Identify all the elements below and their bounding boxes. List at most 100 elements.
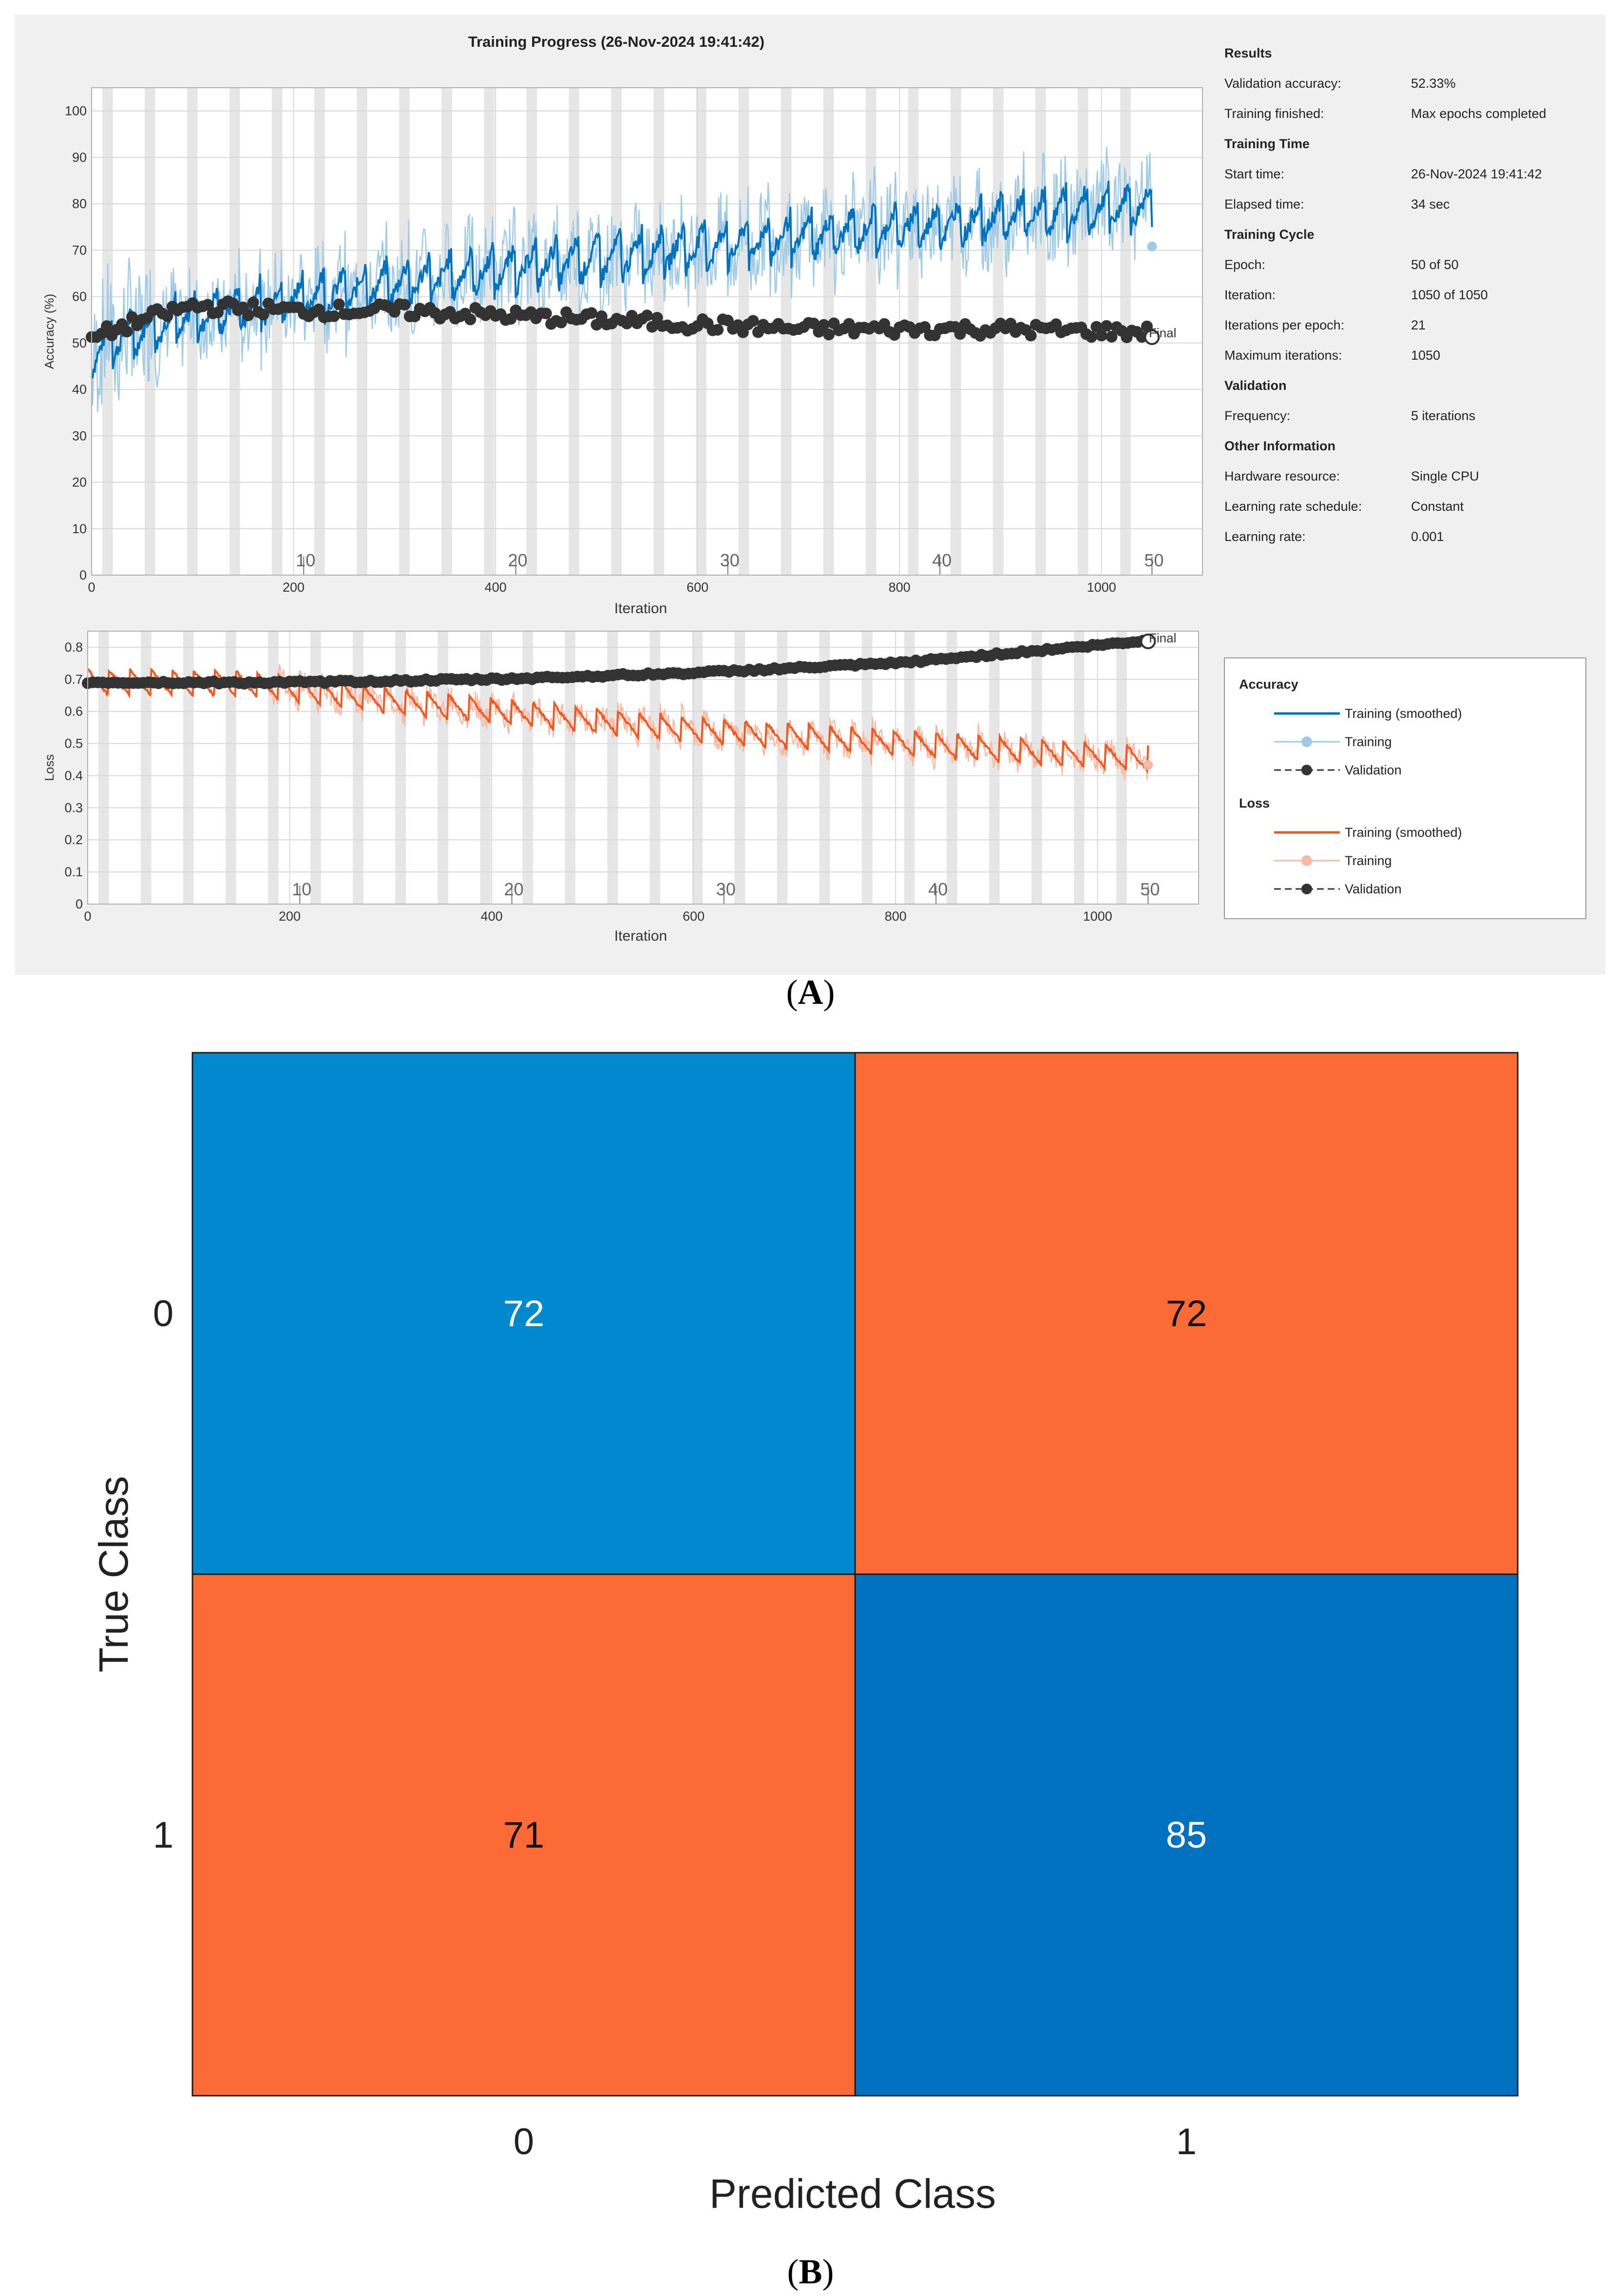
epoch-label: 20 xyxy=(504,879,524,899)
epoch-band xyxy=(649,631,661,904)
validation-point xyxy=(1106,330,1118,343)
validation-point xyxy=(747,315,759,327)
validation-point xyxy=(712,324,724,336)
validation-point xyxy=(202,299,214,311)
info-label: Frequency: xyxy=(1224,408,1290,423)
legend-marker xyxy=(1301,765,1312,775)
info-value: 26-Nov-2024 19:41:42 xyxy=(1411,167,1542,181)
y-tick-label: 0.4 xyxy=(64,768,83,783)
info-label: Iteration: xyxy=(1224,288,1276,302)
y-tick-label: 0.6 xyxy=(64,704,83,719)
cm-cell xyxy=(191,1052,856,1575)
x-tick-label: 0 xyxy=(88,580,95,595)
validation-point xyxy=(591,319,603,331)
epoch-label: 40 xyxy=(928,879,948,899)
epoch-band xyxy=(357,88,367,575)
cm-cell xyxy=(854,1052,1519,1575)
y-tick-label: 20 xyxy=(72,475,87,490)
epoch-band xyxy=(438,631,448,904)
y-tick-label: 0.3 xyxy=(64,800,83,815)
validation-point xyxy=(333,298,345,310)
loss-x-axis-label: Iteration xyxy=(614,928,667,944)
x-tick-label: 0 xyxy=(84,909,91,924)
info-label: Training finished: xyxy=(1224,106,1324,121)
legend-entry-label: Validation xyxy=(1345,882,1402,896)
y-tick-label: 40 xyxy=(72,382,87,397)
y-tick-label: 10 xyxy=(72,521,87,536)
info-value: 0.001 xyxy=(1411,529,1444,544)
info-label: Elapsed time: xyxy=(1224,197,1304,212)
validation-point xyxy=(1005,318,1017,329)
y-tick-label: 0 xyxy=(76,897,83,911)
validation-point xyxy=(823,328,835,341)
x-tick-label: 1000 xyxy=(1087,580,1116,595)
cm-row-label: 1 xyxy=(153,1814,173,1856)
epoch-label: 30 xyxy=(720,550,740,570)
epoch-band xyxy=(526,88,537,575)
info-value: 34 sec xyxy=(1411,197,1450,212)
epoch-band xyxy=(353,631,363,904)
x-tick-label: 400 xyxy=(485,580,507,595)
info-value: Single CPU xyxy=(1411,469,1479,483)
y-tick-label: 50 xyxy=(72,336,87,350)
info-section-title: Results xyxy=(1224,46,1272,60)
x-tick-label: 1000 xyxy=(1083,909,1112,924)
info-label: Epoch: xyxy=(1224,257,1265,272)
validation-point xyxy=(399,299,411,311)
validation-point xyxy=(242,309,254,322)
epoch-band xyxy=(989,631,1000,904)
epoch-band xyxy=(229,88,240,575)
caption-b-letter: B xyxy=(799,2252,822,2291)
y-tick-label: 0.5 xyxy=(64,736,83,751)
y-tick-label: 90 xyxy=(72,150,87,165)
legend-entry-label: Validation xyxy=(1345,763,1402,777)
cm-cell xyxy=(191,1573,856,2097)
validation-point xyxy=(1095,329,1107,342)
loss-final-label: Final xyxy=(1149,631,1176,645)
validation-point xyxy=(818,319,830,331)
info-label: Validation accuracy: xyxy=(1224,76,1341,91)
validation-point xyxy=(247,296,259,309)
caption-b: (B) xyxy=(787,2252,834,2291)
epoch-label: 20 xyxy=(508,550,528,570)
info-value: 52.33% xyxy=(1411,76,1456,91)
training-end-marker xyxy=(1143,760,1153,770)
epoch-band xyxy=(183,631,194,904)
cm-cell-value: 72 xyxy=(503,1293,545,1334)
epoch-band xyxy=(395,631,406,904)
epoch-band xyxy=(692,631,703,904)
info-label: Start time: xyxy=(1224,167,1284,181)
y-tick-label: 80 xyxy=(72,196,87,211)
y-tick-label: 30 xyxy=(72,428,87,443)
epoch-band xyxy=(696,88,707,575)
cm-cell-value: 72 xyxy=(1166,1293,1207,1334)
epoch-band xyxy=(819,631,830,904)
validation-point xyxy=(540,308,552,320)
info-label: Maximum iterations: xyxy=(1224,348,1342,363)
legend-entry-label: Training xyxy=(1345,853,1392,868)
epoch-label: 40 xyxy=(932,550,952,570)
x-tick-label: 600 xyxy=(683,909,705,924)
legend-entry-label: Training (smoothed) xyxy=(1345,825,1462,840)
cm-col-label: 0 xyxy=(514,2121,534,2162)
training-progress-figure: Training Progress (26-Nov-2024 19:41:42)… xyxy=(42,33,1586,944)
legend-marker xyxy=(1301,884,1312,894)
validation-point xyxy=(1025,329,1037,342)
x-tick-label: 200 xyxy=(283,580,305,595)
x-tick-label: 800 xyxy=(885,909,907,924)
validation-point xyxy=(257,309,269,321)
x-tick-label: 200 xyxy=(279,909,301,924)
info-value: 1050 xyxy=(1411,348,1440,363)
epoch-band xyxy=(522,631,534,904)
info-section-title: Other Information xyxy=(1224,439,1335,453)
info-label: Iterations per epoch: xyxy=(1224,318,1344,332)
info-value: Max epochs completed xyxy=(1411,106,1546,121)
epoch-band xyxy=(946,631,957,904)
epoch-band xyxy=(271,88,283,575)
legend-entry-label: Training (smoothed) xyxy=(1345,706,1462,721)
epoch-band xyxy=(611,88,622,575)
cm-cell-value: 85 xyxy=(1166,1814,1207,1856)
epoch-band xyxy=(1031,631,1042,904)
epoch-band xyxy=(777,631,788,904)
